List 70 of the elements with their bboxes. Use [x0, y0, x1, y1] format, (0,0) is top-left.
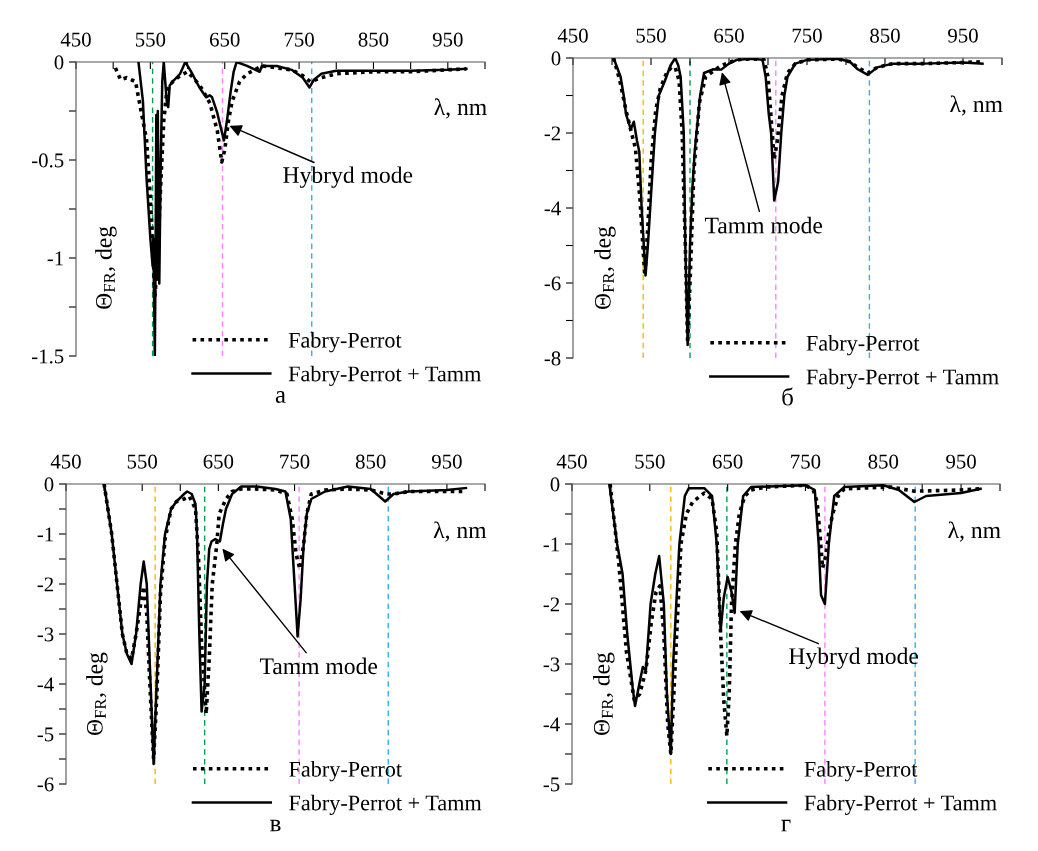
- legend-label: Fabry-Perrot: [289, 761, 402, 782]
- x-tick-label: 950: [431, 454, 462, 469]
- text: в: [270, 819, 281, 832]
- y-tick-label: 0: [550, 477, 560, 492]
- y-tick-label: -3: [543, 657, 560, 672]
- annotation: Tamm mode: [259, 657, 378, 675]
- x-tick-label: 650: [203, 454, 234, 469]
- x-tick-label: 750: [280, 454, 310, 469]
- y-axis-title: Θ$_{FR}$, deg: [86, 652, 108, 736]
- y-tick-label: 0: [44, 477, 54, 492]
- x-tick-label: 650: [712, 454, 743, 469]
- x-tick-label: 650: [210, 32, 240, 47]
- legend-label: Fabry-Perrot: [806, 335, 920, 356]
- x-tick-label: 850: [868, 454, 899, 469]
- legend-label: Fabry-Perrot + Tamm: [289, 794, 482, 815]
- y-tick-label: -4: [37, 677, 54, 692]
- x-axis-title: λ, nm: [434, 98, 487, 119]
- x-axis-title: λ, nm: [433, 521, 487, 542]
- x-tick-label: 450: [60, 32, 91, 47]
- x-axis-title: λ, nm: [948, 521, 1001, 542]
- legend-label: Fabry-Perrot + Tamm: [288, 365, 482, 386]
- text: б: [782, 387, 793, 406]
- y-tick-label: -4: [543, 717, 560, 732]
- y-tick-label: -6: [37, 777, 54, 792]
- y-tick-label: -3: [37, 627, 54, 642]
- y-tick-label: -5: [37, 727, 54, 742]
- annotation: Hybryd mode: [283, 166, 413, 188]
- x-tick-label: 850: [358, 32, 389, 47]
- x-tick-label: 950: [432, 32, 463, 47]
- y-tick-label: -2: [544, 126, 561, 141]
- y-tick-label: 0: [551, 51, 561, 66]
- y-axis-title: Θ$_{FR}$, deg: [593, 652, 615, 736]
- x-tick-label: 550: [636, 28, 666, 43]
- y-tick-label: -5: [543, 777, 560, 792]
- y-tick-label: -1: [543, 537, 559, 552]
- y-tick-label: 0: [54, 55, 64, 70]
- y-axis-title: Θ$_{FR}$, deg: [95, 226, 117, 309]
- y-tick-label: -2: [543, 597, 560, 612]
- x-tick-label: 750: [284, 32, 314, 47]
- x-tick-label: 550: [127, 454, 158, 469]
- text: г: [781, 819, 791, 832]
- y-tick-label: -8: [544, 351, 561, 366]
- x-tick-label: 850: [870, 28, 900, 43]
- x-tick-label: 750: [791, 454, 821, 469]
- legend-label: Fabry-Perrot + Tamm: [804, 794, 997, 815]
- x-tick-label: 450: [50, 454, 81, 469]
- x-tick-label: 650: [714, 28, 744, 43]
- x-axis-title: λ, nm: [950, 95, 1003, 116]
- x-tick-label: 850: [355, 454, 386, 469]
- x-tick-label: 750: [792, 28, 822, 43]
- text: а: [275, 391, 286, 403]
- y-axis-title: Θ$_{FR}$, deg: [594, 226, 616, 310]
- y-tick-label: -1.5: [31, 349, 64, 364]
- y-tick-label: -4: [544, 201, 561, 216]
- legend-label: Fabry-Perrot: [288, 332, 402, 353]
- legend-label: Fabry-Perrot: [804, 761, 918, 782]
- y-tick-label: -6: [544, 276, 561, 291]
- x-tick-label: 450: [556, 454, 587, 469]
- y-tick-label: -1: [37, 527, 53, 542]
- annotation: Tamm mode: [704, 216, 823, 234]
- y-tick-label: -1: [47, 251, 63, 266]
- y-tick-label: -2: [37, 577, 54, 592]
- x-tick-label: 550: [135, 32, 166, 47]
- legend-label: Fabry-Perrot + Tamm: [806, 368, 999, 389]
- y-tick-label: -0.5: [31, 153, 64, 168]
- x-tick-label: 950: [946, 454, 976, 469]
- annotation: Hybryd mode: [789, 647, 919, 669]
- x-tick-label: 450: [557, 28, 588, 43]
- x-tick-label: 950: [948, 28, 978, 43]
- x-tick-label: 550: [635, 454, 665, 469]
